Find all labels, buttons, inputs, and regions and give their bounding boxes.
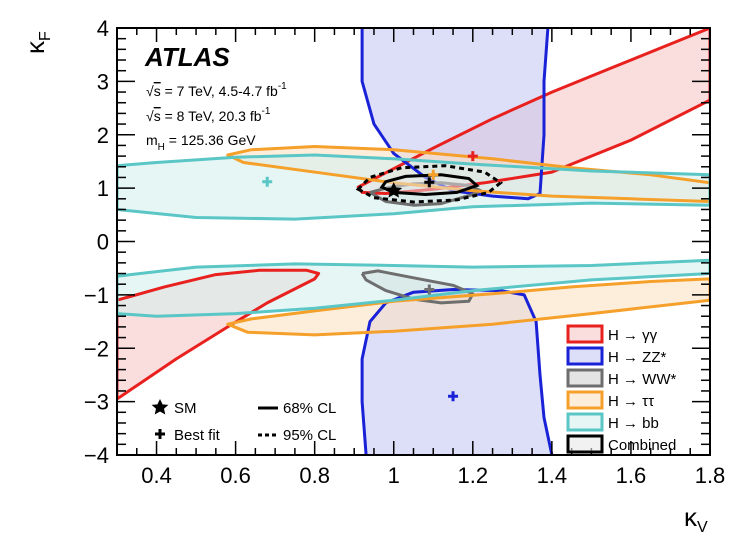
legend-label-h-zz: H → ZZ* (608, 349, 666, 366)
y-axis-main: κ (20, 40, 50, 54)
energy-8-text: = 8 TeV, 20.3 fb (161, 108, 262, 124)
legend-label-h-bb: H → bb (608, 415, 659, 432)
legend-swatch-h-ww (566, 368, 604, 388)
legend-swatch-h (566, 390, 604, 410)
combined-95cl-contour (355, 164, 504, 204)
x-axis-sub: V (697, 519, 708, 536)
contour-line-h-1 (226, 277, 710, 337)
svg-text:mH = 125.36 GeV: mH = 125.36 GeV (146, 132, 256, 153)
x-tick-label: 0.4 (141, 463, 172, 488)
legend-bestfit-label: Best fit (174, 427, 221, 444)
svg-text:√s = 7 TeV, 4.5-4.7 fb-1: √s = 7 TeV, 4.5-4.7 fb-1 (146, 81, 287, 99)
channel-legend: H → γγ H → ZZ* H → WW* H → ττ H → bb Combined (566, 324, 676, 454)
mass-prefix: m (146, 132, 158, 148)
legend-label-h: H → ττ (608, 393, 654, 410)
sqrt-symbol: √ (146, 83, 154, 99)
contour-line-h-0 (226, 145, 710, 203)
atlas-label: ATLAS (144, 42, 230, 72)
legend-cl95-label: 95% CL (283, 427, 336, 444)
sqrt-s-8: s (154, 108, 161, 124)
x-tick-label: 1.2 (458, 463, 489, 488)
contour-line-h-bb-1 (117, 258, 710, 318)
x-axis-main: κ (684, 502, 698, 532)
contour-line-h-bb-0 (117, 153, 710, 221)
best-fit-combined (424, 177, 435, 188)
legend-swatch-h-zz (566, 346, 604, 366)
lumi-exp-7: -1 (278, 81, 287, 92)
contour-fill-h-1 (227, 278, 710, 335)
best-fit-cross-icon (155, 429, 165, 439)
best-fit-h (467, 151, 478, 162)
y-tick-label: 0 (97, 230, 109, 255)
lumi-exp-8: -1 (262, 106, 271, 117)
mass-sub: H (158, 142, 165, 153)
legend-cl68-label: 68% CL (283, 400, 336, 417)
legend-swatch-h (566, 324, 604, 344)
y-axis-title: κF (20, 31, 54, 54)
info-line-8tev: √s = 8 TeV, 20.3 fb-1 (146, 106, 271, 124)
sqrt-s-7: s (154, 83, 161, 99)
best-fit-h-zz (448, 391, 459, 402)
best-fit-h-ww (424, 284, 435, 295)
contour-fill-h-bb-1 (117, 260, 710, 317)
x-tick-label: 1 (388, 463, 400, 488)
legend-swatch-combined (566, 434, 604, 454)
mass-value: = 125.36 GeV (165, 132, 256, 148)
best-fit-markers (262, 151, 478, 402)
best-fit-h (428, 169, 439, 180)
legend-swatch-h-bb (566, 412, 604, 432)
marker-legend: SM Best fit 68% CL 95% CL (151, 399, 336, 444)
y-tick-label: −2 (84, 336, 109, 361)
y-tick-label: −1 (84, 283, 109, 308)
y-tick-label: 1 (97, 176, 109, 201)
x-tick-label: 1.4 (537, 463, 568, 488)
x-tick-label: 0.6 (220, 463, 251, 488)
sm-point-star (385, 182, 403, 198)
svg-text:√s = 8 TeV, 20.3 fb-1: √s = 8 TeV, 20.3 fb-1 (146, 106, 271, 124)
y-axis-sub: F (37, 31, 54, 41)
info-line-mass: mH = 125.36 GeV (146, 132, 256, 153)
legend-sm-label: SM (174, 400, 197, 417)
y-tick-label: −4 (84, 443, 109, 468)
legend-label-h: H → γγ (608, 327, 658, 344)
legend-label-combined: Combined (608, 437, 676, 454)
y-tick-label: 3 (97, 69, 109, 94)
y-tick-label: −3 (84, 390, 109, 415)
y-tick-label: 2 (97, 123, 109, 148)
axis-ticks: 0.4 0.6 0.8 1 1.2 1.4 1.6 1.8 −4 −3 −2 −1 0 1 2 3 4 (84, 16, 725, 488)
y-tick-label: 4 (97, 16, 109, 41)
contour-line-h-ww-1 (360, 269, 475, 305)
legend-label-h-ww: H → WW* (608, 371, 676, 388)
best-fit-h-bb (262, 176, 273, 187)
sqrt-symbol: √ (146, 108, 154, 124)
energy-7-text: = 7 TeV, 4.5-4.7 fb (161, 83, 278, 99)
contour-line-h-zz-1 (360, 288, 554, 455)
x-tick-label: 0.8 (299, 463, 330, 488)
x-tick-label: 1.8 (695, 463, 726, 488)
info-line-7tev: √s = 7 TeV, 4.5-4.7 fb-1 (146, 81, 287, 99)
sm-star-icon (151, 399, 169, 415)
x-tick-label: 1.6 (616, 463, 647, 488)
x-axis-title: κV (684, 502, 708, 536)
